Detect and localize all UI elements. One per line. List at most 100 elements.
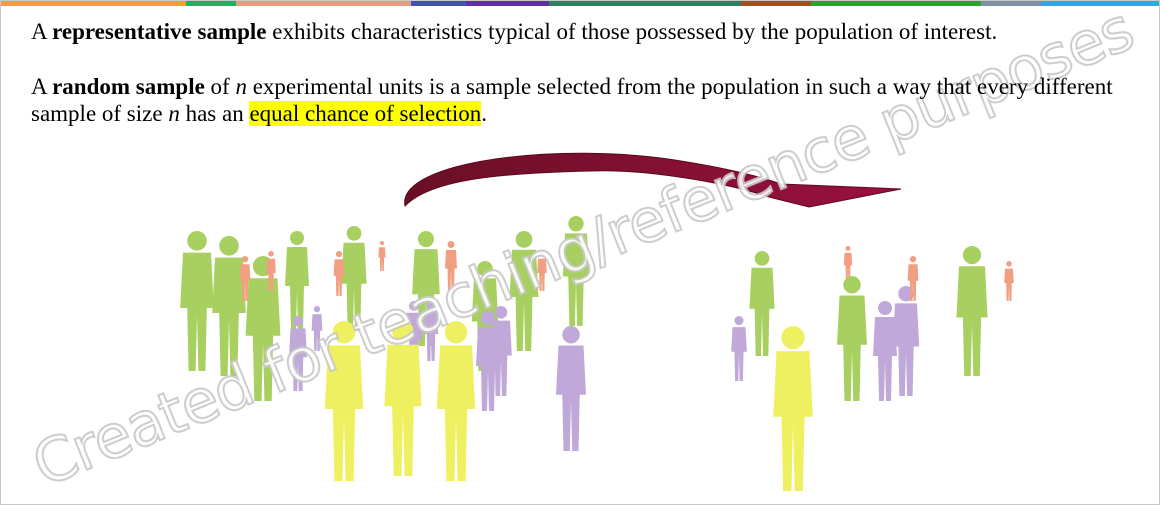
head [392, 321, 414, 343]
person [556, 326, 586, 451]
text: A [31, 19, 53, 44]
bar-segment [981, 1, 1041, 6]
text: has an [179, 101, 250, 126]
body [341, 242, 367, 331]
body [1004, 268, 1014, 301]
head [909, 256, 917, 263]
selection-arrow [404, 152, 902, 208]
body [180, 252, 214, 371]
person [562, 216, 590, 326]
person [436, 321, 476, 481]
person [311, 306, 323, 351]
body [324, 345, 364, 481]
person [384, 321, 422, 476]
body [907, 264, 919, 301]
head [241, 256, 249, 263]
head [568, 216, 584, 232]
person [837, 276, 867, 401]
text: A [31, 74, 53, 99]
head [562, 326, 580, 344]
person [749, 251, 775, 356]
head [409, 301, 419, 311]
head [515, 231, 533, 248]
person [509, 231, 539, 351]
body [423, 311, 439, 361]
variable: n [168, 101, 180, 126]
person [873, 301, 897, 401]
head [313, 306, 321, 313]
head [447, 241, 455, 248]
bar-segment [741, 1, 811, 6]
body [384, 344, 422, 476]
body [333, 259, 345, 296]
definition-representative: A representative sample exhibits charact… [31, 18, 1151, 45]
person [1004, 261, 1014, 301]
body [773, 351, 813, 491]
head [962, 246, 982, 265]
head [878, 301, 892, 315]
person [212, 236, 246, 376]
person [324, 321, 364, 481]
person [333, 251, 345, 296]
head [187, 231, 207, 251]
body [490, 320, 512, 396]
person [180, 231, 214, 371]
head [417, 231, 435, 248]
bar-segment [1041, 1, 1159, 6]
head [754, 251, 770, 266]
person [341, 226, 367, 331]
body [509, 249, 539, 351]
body [212, 257, 246, 376]
bar-segment [811, 1, 981, 6]
bar-segment [466, 1, 549, 6]
body [956, 266, 988, 376]
body [289, 328, 307, 391]
text: experimental units is a sample selected … [31, 74, 1113, 126]
person [490, 306, 512, 396]
person [239, 256, 251, 301]
body [311, 314, 323, 351]
head [843, 276, 861, 294]
head [290, 231, 304, 245]
head [781, 326, 805, 350]
person [423, 301, 439, 361]
head [539, 251, 545, 257]
head [494, 306, 508, 319]
head [346, 226, 362, 241]
head [379, 241, 385, 246]
head [1006, 261, 1012, 267]
highlight: equal chance of selection [249, 101, 482, 126]
text: exhibits characteristics typical of thos… [266, 19, 998, 44]
head [332, 321, 356, 344]
person [289, 316, 307, 391]
body [436, 345, 476, 481]
body [378, 247, 386, 271]
text: of [204, 74, 236, 99]
people [180, 216, 1014, 491]
head [335, 251, 343, 258]
body [445, 250, 457, 291]
text: . [481, 101, 487, 126]
person [378, 241, 386, 271]
body [731, 327, 747, 381]
head [219, 236, 239, 256]
person [266, 251, 276, 291]
body [892, 303, 920, 396]
head [292, 316, 304, 327]
body [285, 247, 309, 331]
body [843, 252, 853, 281]
head [845, 246, 851, 251]
person [537, 251, 547, 291]
body [837, 295, 867, 401]
person [285, 231, 309, 331]
body [239, 264, 251, 301]
body [749, 267, 775, 356]
person [956, 246, 988, 376]
person [773, 326, 813, 491]
head [444, 321, 468, 344]
bar-segment [236, 1, 411, 6]
person [892, 286, 920, 396]
variable: n [235, 74, 247, 99]
head [426, 301, 436, 310]
